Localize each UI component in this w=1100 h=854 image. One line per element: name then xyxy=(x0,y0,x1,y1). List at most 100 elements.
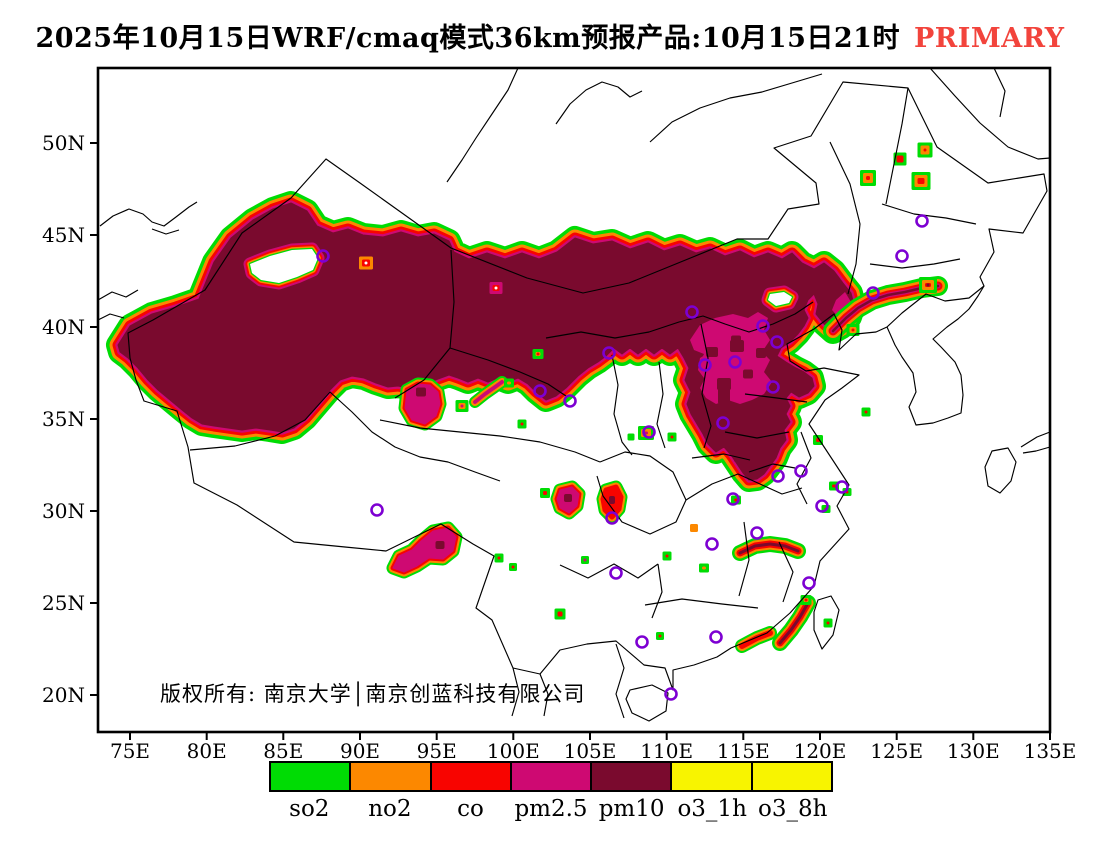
boundary-line xyxy=(813,595,840,650)
legend-color-bar xyxy=(269,761,833,792)
y-axis-label: 35N xyxy=(42,407,85,431)
city-marker-circle xyxy=(716,416,730,430)
x-axis-label: 130E xyxy=(947,739,1000,763)
city-marker-circle xyxy=(750,526,764,540)
boundary-line xyxy=(446,67,823,183)
x-axis-label: 95E xyxy=(417,739,457,763)
city-marker-circle xyxy=(771,469,785,483)
pollution-blob xyxy=(536,352,540,356)
x-axis-label: 75E xyxy=(110,739,150,763)
boundary-line xyxy=(189,391,501,482)
pollution-band xyxy=(473,380,504,404)
legend-label-pm10: pm10 xyxy=(598,796,665,822)
boundary-line xyxy=(379,419,601,463)
city-marker-circle xyxy=(866,286,880,300)
subregion-core xyxy=(564,494,572,502)
legend-label-o3-1h: o3_1h xyxy=(677,796,747,822)
city-marker-circle xyxy=(835,480,849,494)
pollution-subregion xyxy=(392,527,457,573)
pollution-blob xyxy=(864,410,868,414)
boundary-line xyxy=(685,473,803,603)
subregion-core xyxy=(435,541,445,549)
pollution-blob xyxy=(702,566,706,570)
x-axis-label: 90E xyxy=(340,739,380,763)
city-marker-circle xyxy=(664,687,678,701)
legend-label-co: co xyxy=(457,796,484,822)
pollution-blob xyxy=(627,433,635,441)
x-axis-label: 120E xyxy=(794,739,847,763)
city-marker-circle xyxy=(563,394,577,408)
city-marker-circle xyxy=(698,358,712,372)
pollutant-legend: so2 no2 co pm2.5 pm10 o3_1h o3_8h xyxy=(269,761,833,822)
boundary-line xyxy=(511,643,625,719)
legend-swatch-o3-8h xyxy=(750,763,831,790)
x-axis-label: 80E xyxy=(187,739,227,763)
pollution-blob xyxy=(507,381,511,385)
primary-label: PRIMARY xyxy=(913,23,1065,54)
city-marker-circle xyxy=(609,566,623,580)
pollution-blob xyxy=(557,611,563,617)
boundary-line xyxy=(611,354,666,456)
x-axis-label: 135E xyxy=(1024,739,1077,763)
boundary-line xyxy=(886,285,985,426)
y-axis-label: 30N xyxy=(42,499,85,523)
boundary-line xyxy=(596,451,687,535)
legend-swatch-pm10 xyxy=(590,763,671,790)
city-marker-circle xyxy=(533,384,547,398)
x-axis-label: 110E xyxy=(640,739,693,763)
pollution-blob xyxy=(926,283,930,287)
boundary-line xyxy=(700,323,712,449)
city-marker-circle xyxy=(370,503,384,517)
pm10-spot xyxy=(731,335,741,345)
pollution-blob xyxy=(497,556,501,560)
subregion-core xyxy=(416,387,426,397)
title-text: 2025年10月15日WRF/cmaq模式36km预报产品:10月15日21时 xyxy=(35,23,900,54)
pollution-blob xyxy=(690,524,698,532)
copyright-text: 版权所有: 南京大学│南京创蓝科技有限公司 xyxy=(160,682,586,706)
city-marker-circle xyxy=(605,511,619,525)
city-marker-circle xyxy=(635,635,649,649)
plot-frame xyxy=(96,66,1052,734)
x-axis-label: 100E xyxy=(487,739,540,763)
boundary-line xyxy=(127,81,1048,691)
boundary-line xyxy=(724,393,812,505)
boundary-line xyxy=(449,347,567,397)
boundary-line xyxy=(559,563,759,619)
pollution-subregion xyxy=(404,383,441,425)
pm10-spot xyxy=(717,378,731,390)
boundary-line xyxy=(984,431,1051,494)
city-marker-circle xyxy=(915,214,929,228)
legend-label-pm25: pm2.5 xyxy=(514,796,588,822)
legend-label-no2: no2 xyxy=(368,796,412,822)
pm10-spot xyxy=(756,348,766,358)
subregion-core xyxy=(609,496,615,504)
pollution-blob xyxy=(866,176,870,180)
pollution-blob xyxy=(364,261,368,265)
x-axis-label: 85E xyxy=(263,739,303,763)
legend-label-so2: so2 xyxy=(289,796,330,822)
pm10-spot xyxy=(734,450,746,462)
pollution-blob xyxy=(804,598,808,602)
clean-hole xyxy=(250,249,318,283)
pollution-blob xyxy=(494,286,498,290)
pollution-band xyxy=(739,630,773,649)
pollution-blob xyxy=(832,484,836,488)
pollution-blob xyxy=(670,435,674,439)
legend-swatch-o3-1h xyxy=(670,763,751,790)
boundary-line xyxy=(829,87,977,295)
boundary-line xyxy=(99,201,198,235)
legend-label-o3-8h: o3_8h xyxy=(758,796,828,822)
pollution-band xyxy=(738,542,800,555)
pollution-blob xyxy=(851,328,855,332)
city-marker-circle xyxy=(756,319,770,333)
city-marker-circle xyxy=(642,425,656,439)
pm10-spot xyxy=(741,426,753,436)
legend-labels: so2 no2 co pm2.5 pm10 o3_1h o3_8h xyxy=(269,796,833,822)
pollution-blob xyxy=(917,178,925,184)
legend-swatch-no2 xyxy=(349,763,430,790)
pm10-spot xyxy=(706,347,718,357)
pollution-blob xyxy=(826,621,830,625)
boundary-line xyxy=(545,301,814,339)
